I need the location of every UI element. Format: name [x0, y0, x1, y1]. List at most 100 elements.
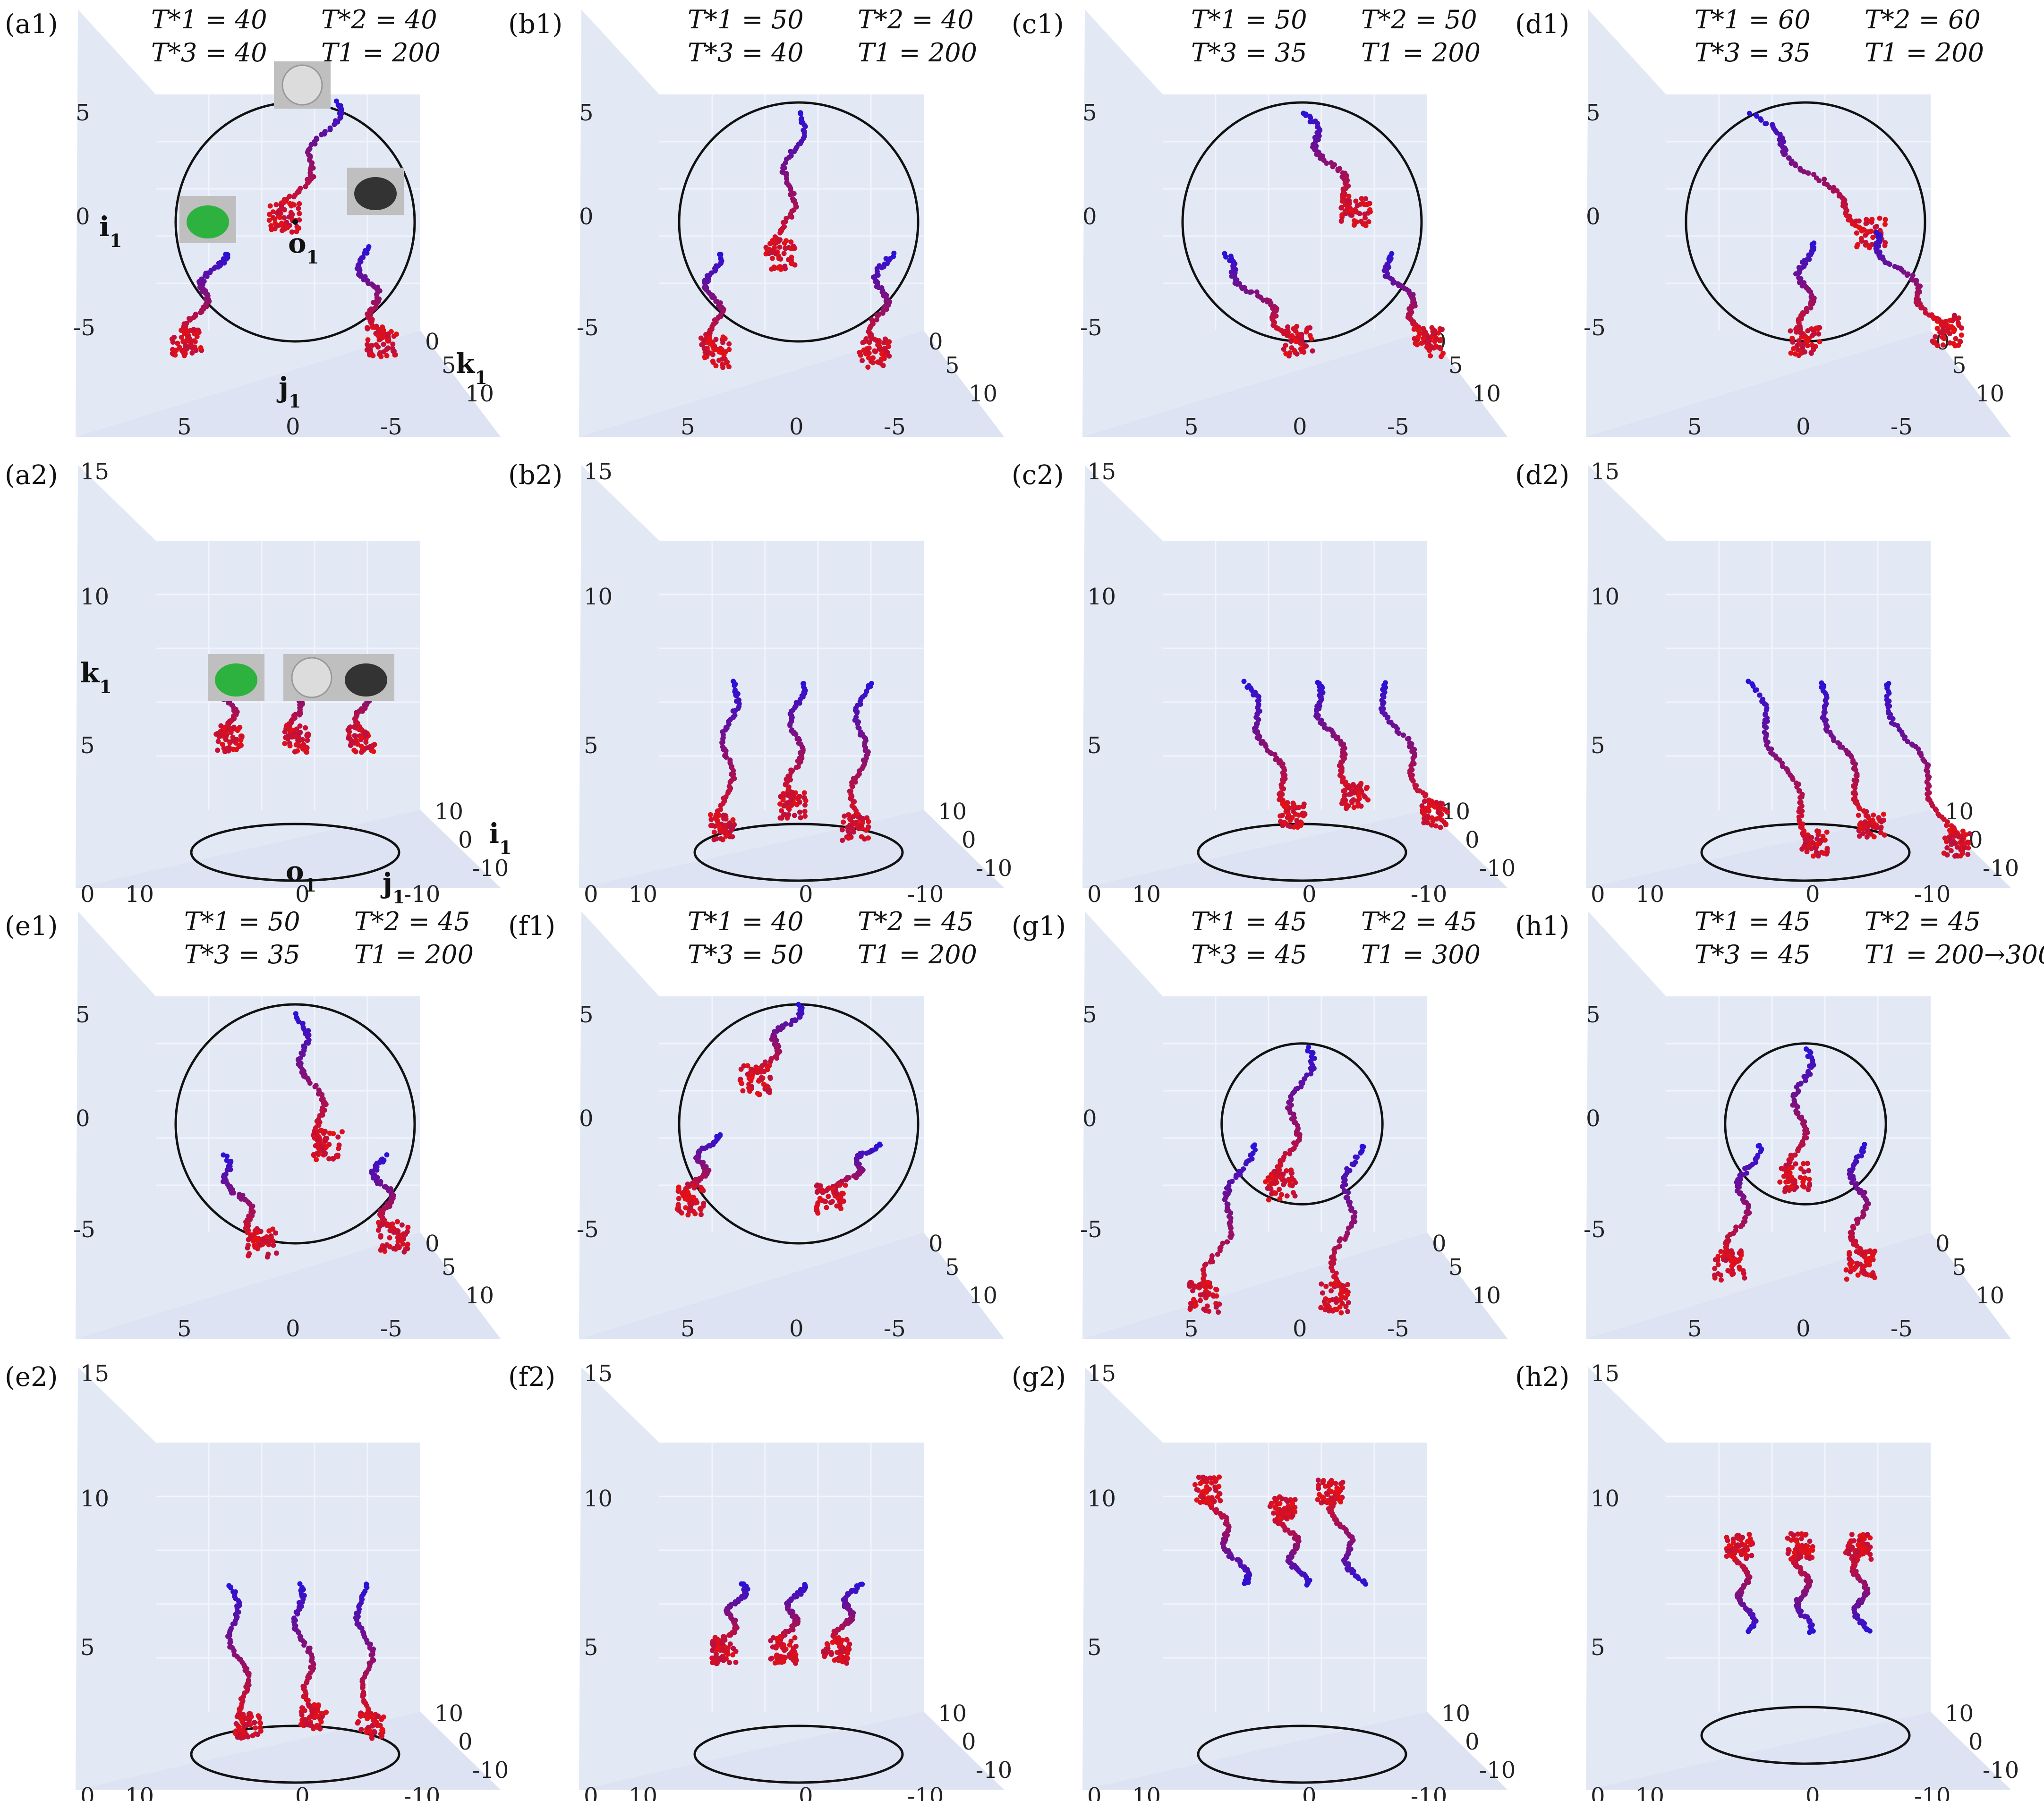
trajectory-point: [324, 1709, 329, 1715]
trajectory-point: [1792, 1180, 1797, 1186]
trajectory-point: [358, 749, 364, 755]
trajectory-point: [297, 211, 302, 216]
trajectory-point: [1296, 805, 1302, 810]
trajectory-point: [1959, 838, 1965, 843]
trajectory-point: [721, 1648, 727, 1654]
tick-label: 0: [1935, 1231, 1950, 1257]
tick-label: 5: [579, 100, 594, 126]
trajectory-point: [1338, 1310, 1344, 1316]
trajectory-point: [1794, 329, 1799, 335]
trajectory-point: [1797, 269, 1803, 275]
trajectory-point: [234, 1605, 240, 1611]
trajectory-point: [779, 169, 785, 175]
trajectory-point: [698, 1207, 704, 1213]
trajectory-point: [852, 799, 857, 805]
trajectory-point: [819, 1187, 825, 1193]
param-text: T*1 = 50: [688, 5, 804, 34]
trajectory-point: [1205, 1280, 1211, 1285]
trajectory-point: [1256, 736, 1262, 742]
workspace-circle: [1220, 1042, 1384, 1206]
trajectory-point: [1348, 207, 1354, 213]
trajectory-point: [764, 246, 770, 252]
trajectory-point: [1285, 815, 1290, 821]
trajectory-point: [1715, 1262, 1721, 1267]
trajectory-point: [1806, 1168, 1812, 1173]
trajectory-point: [698, 1187, 704, 1192]
trajectory-point: [1265, 1177, 1271, 1183]
trajectory-point: [1312, 1055, 1317, 1061]
trajectory-point: [860, 358, 865, 364]
trajectory-point: [779, 808, 784, 814]
trajectory-point: [1796, 788, 1802, 794]
trajectory-point: [360, 1693, 366, 1699]
trajectory-point: [1187, 1280, 1193, 1285]
trajectory-point: [1872, 1249, 1878, 1254]
trajectory-point: [756, 1078, 761, 1084]
trajectory-point: [685, 1189, 690, 1195]
trajectory-point: [801, 795, 807, 801]
trajectory-point: [227, 1640, 233, 1646]
trajectory-point: [1922, 758, 1927, 764]
trajectory-point: [1750, 683, 1756, 689]
trajectory-point: [1827, 185, 1832, 190]
trajectory-point: [716, 824, 722, 829]
trajectory-point: [1799, 344, 1805, 349]
trajectory-point: [352, 724, 358, 730]
tick-label: 15: [584, 459, 613, 485]
trajectory-point: [1852, 785, 1858, 790]
trajectory-point: [1362, 202, 1367, 207]
panel-label: (b1): [508, 9, 562, 40]
trajectory-point: [1188, 1300, 1193, 1306]
trajectory-point: [768, 1059, 774, 1064]
trajectory-point: [732, 1601, 738, 1607]
trajectory-point: [1358, 219, 1364, 224]
trajectory-point: [778, 256, 784, 262]
trajectory-point: [1947, 838, 1953, 844]
trajectory-point: [287, 743, 293, 748]
trajectory-point: [1788, 350, 1794, 356]
trajectory-point: [247, 1234, 253, 1240]
panel-label: (e2): [5, 1362, 58, 1393]
trajectory-point: [724, 1656, 729, 1662]
trajectory-point: [1260, 297, 1266, 303]
trajectory-point: [1855, 242, 1860, 247]
trajectory-point: [1211, 1293, 1217, 1299]
trajectory-point: [1420, 809, 1425, 815]
trajectory-point: [375, 1723, 380, 1728]
trajectory-point: [1864, 1249, 1869, 1255]
trajectory-point: [1263, 744, 1269, 749]
trajectory-point: [1434, 816, 1439, 822]
trajectory-point: [701, 338, 707, 343]
trajectory-point: [358, 743, 364, 749]
trajectory-point: [711, 829, 717, 835]
trajectory-point: [1304, 1072, 1310, 1078]
trajectory-point: [866, 835, 871, 841]
trajectory-point: [1429, 822, 1434, 828]
glove-icon: [345, 663, 387, 697]
trajectory-point: [1843, 1267, 1849, 1273]
param-text: T*3 = 35: [1191, 38, 1307, 68]
trajectory-point: [1346, 785, 1351, 790]
trajectory-point: [375, 1714, 380, 1719]
trajectory-point: [309, 1710, 315, 1716]
trajectory-point: [1425, 814, 1431, 819]
pane-floor: [579, 1712, 1004, 1790]
trajectory-point: [188, 342, 194, 348]
trajectory-point: [240, 1712, 246, 1717]
trajectory-point: [707, 1143, 713, 1149]
trajectory-point: [246, 1673, 252, 1678]
trajectory-point: [676, 1208, 682, 1214]
tick-label: -5: [380, 414, 402, 440]
tick-label: 10: [938, 1700, 967, 1727]
trajectory-point: [851, 829, 856, 835]
trajectory-point: [307, 1715, 312, 1720]
trajectory-point: [1861, 1268, 1866, 1274]
trajectory-point: [1384, 715, 1390, 721]
trajectory-point: [784, 238, 789, 244]
trajectory-point: [315, 1702, 321, 1708]
tick-label: 10: [629, 1783, 657, 1801]
trajectory-point: [690, 1208, 696, 1214]
workspace-circle: [1724, 1042, 1887, 1206]
trajectory-point: [337, 115, 343, 121]
trajectory-point: [304, 1680, 309, 1686]
